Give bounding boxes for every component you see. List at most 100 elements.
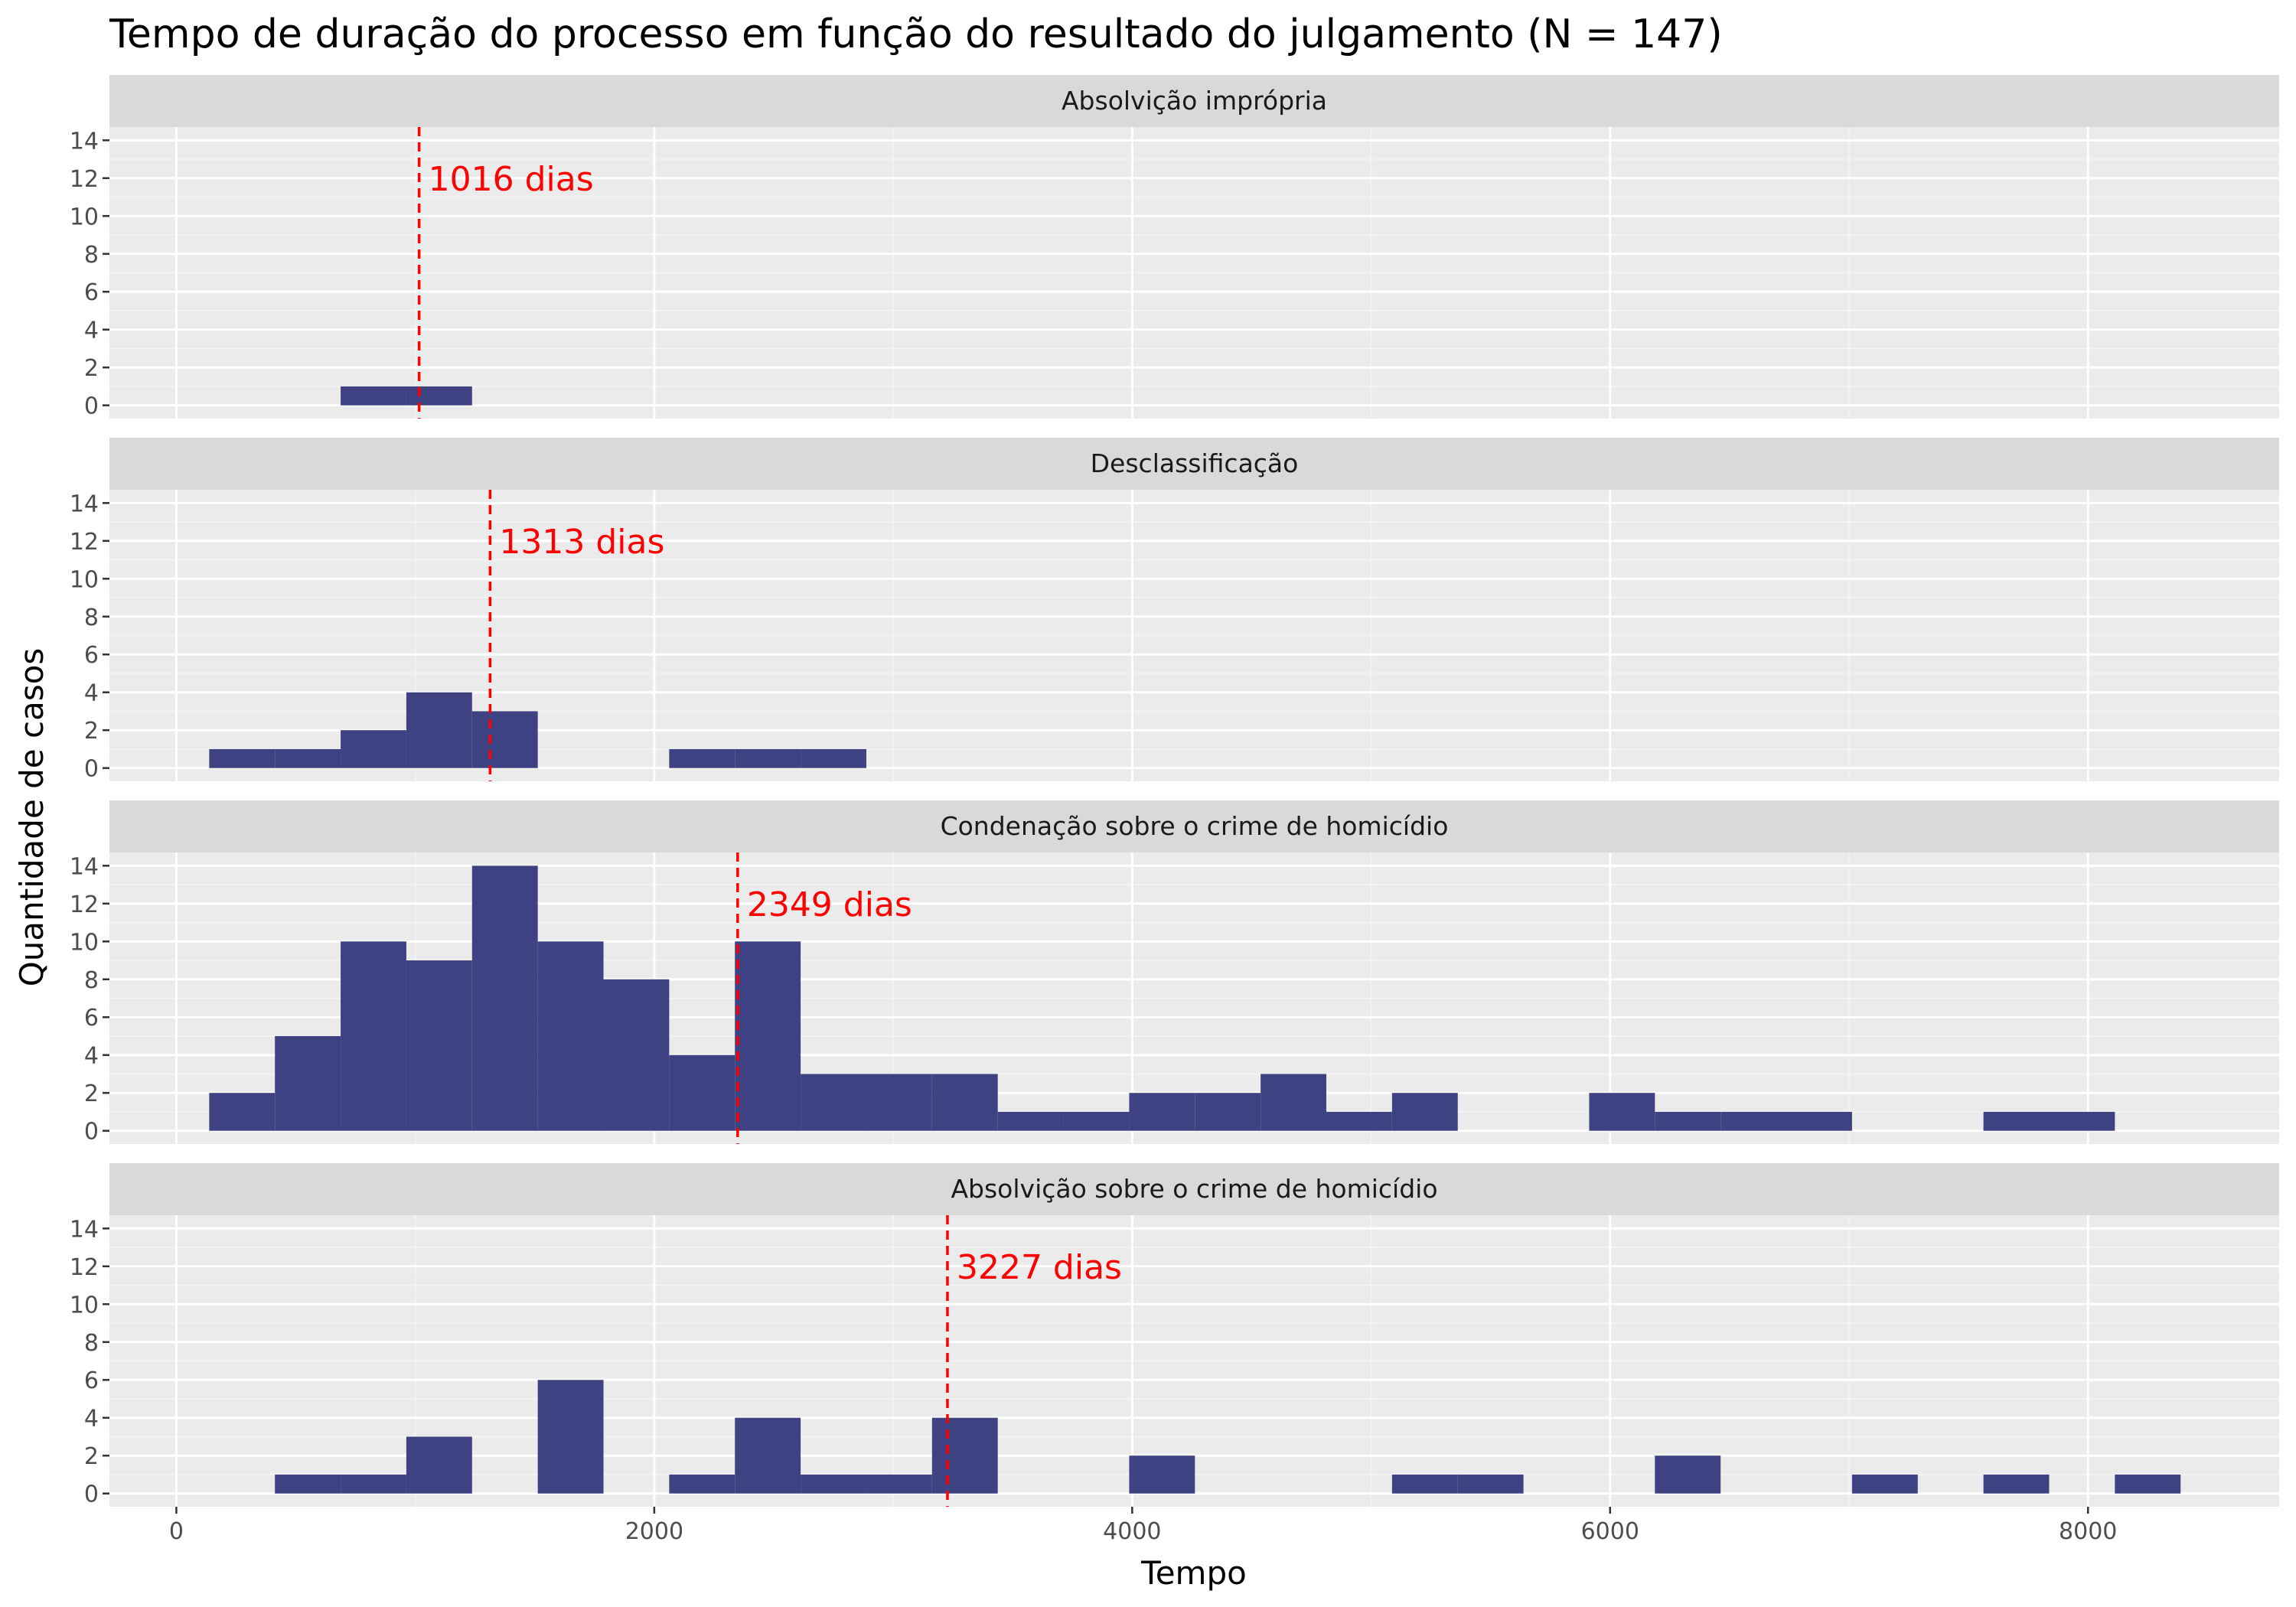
y-tick-label: 6 — [84, 642, 99, 669]
histogram-bar — [1589, 1093, 1655, 1131]
x-tick-label: 8000 — [2059, 1518, 2117, 1545]
y-tick-label: 10 — [70, 204, 99, 230]
y-tick-label: 10 — [70, 566, 99, 593]
y-tick-label: 0 — [84, 1482, 99, 1508]
histogram-bar — [275, 1035, 341, 1131]
histogram-bar — [1851, 1474, 1918, 1494]
y-tick-label: 2 — [84, 1443, 99, 1470]
histogram-bar — [1391, 1093, 1458, 1131]
y-tick-label: 0 — [84, 393, 99, 420]
y-tick-label: 6 — [84, 279, 99, 306]
y-tick-label: 8 — [84, 242, 99, 269]
y-tick-label: 6 — [84, 1005, 99, 1032]
histogram-bar — [1457, 1474, 1524, 1494]
histogram-bar — [1983, 1111, 2050, 1131]
x-tick-label: 0 — [169, 1518, 184, 1545]
y-tick-label: 4 — [84, 318, 99, 344]
histogram-bar — [801, 1474, 866, 1494]
y-tick-label: 12 — [70, 892, 99, 918]
y-tick-label: 8 — [84, 967, 99, 994]
y-tick-label: 2 — [84, 1081, 99, 1107]
facet-panel: Condenação sobre o crime de homicídio 0 2 4… — [70, 800, 2279, 1146]
histogram-bar — [1655, 1455, 1721, 1494]
histogram-bar — [1391, 1474, 1458, 1494]
median-label: 1016 dias — [429, 160, 594, 199]
facet-panel: Absolvição imprópria 0 2 4 6 8 10 12 14 1016 dias — [70, 75, 2279, 420]
facet-strip — [109, 438, 2279, 490]
histogram-bar — [801, 748, 866, 768]
x-tick-label: 2000 — [625, 1518, 683, 1545]
y-tick-label: 8 — [84, 1330, 99, 1357]
facet-strip-label: Condenação sobre o crime de homicídio — [941, 811, 1449, 841]
histogram-bar — [537, 941, 604, 1131]
histogram-bar — [1129, 1455, 1195, 1494]
y-tick-label: 6 — [84, 1367, 99, 1394]
histogram-bar — [1326, 1111, 1392, 1131]
facet-strip — [109, 1163, 2279, 1215]
histogram-bar — [669, 1474, 735, 1494]
histogram-bar — [735, 1417, 801, 1494]
facet-panels: Absolvição imprópria 0 2 4 6 8 10 12 14 1016 dias… — [70, 75, 2279, 1508]
histogram-bar — [406, 1436, 472, 1494]
histogram-bar — [735, 748, 801, 768]
facet-panel: Desclassificação 0 2 4 6 8 10 12 14 1313 dias — [70, 438, 2279, 783]
histogram-bar — [1655, 1111, 1721, 1131]
median-label: 1313 dias — [499, 523, 664, 562]
histogram-bar — [603, 979, 670, 1131]
histogram-bar — [2049, 1111, 2115, 1131]
histogram-bar — [931, 1074, 998, 1131]
facet-strip-label: Absolvição imprópria — [1062, 86, 1327, 116]
y-tick-label: 4 — [84, 1043, 99, 1070]
histogram-bar — [669, 1054, 735, 1131]
y-tick-label: 0 — [84, 756, 99, 783]
x-tick-label: 6000 — [1581, 1518, 1639, 1545]
histogram-bar — [735, 941, 801, 1131]
chart-title: Tempo de duração do processo em função d… — [109, 11, 1723, 57]
histogram-bar — [406, 386, 472, 406]
histogram-bar — [471, 865, 538, 1131]
histogram-bar — [1786, 1111, 1852, 1131]
y-tick-label: 14 — [70, 1216, 99, 1243]
median-label: 3227 dias — [957, 1248, 1122, 1287]
histogram-bar — [209, 748, 276, 768]
histogram-bar — [209, 1093, 276, 1131]
histogram-bar — [1063, 1111, 1130, 1131]
histogram-bar — [341, 941, 406, 1131]
y-tick-label: 8 — [84, 605, 99, 631]
median-label: 2349 dias — [747, 885, 912, 924]
histogram-bar — [1720, 1111, 1787, 1131]
y-tick-label: 2 — [84, 718, 99, 745]
histogram-bar — [341, 386, 406, 406]
histogram-bar — [275, 748, 341, 768]
facet-strip — [109, 75, 2279, 127]
histogram-bar — [1983, 1474, 2050, 1494]
facet-panel: Absolvição sobre o crime de homicídio 0 2 4… — [70, 1163, 2279, 1508]
histogram-bar — [866, 1474, 932, 1494]
y-tick-label: 4 — [84, 680, 99, 707]
y-tick-label: 0 — [84, 1119, 99, 1146]
facet-strip — [109, 800, 2279, 852]
histogram-bar — [1129, 1093, 1195, 1131]
y-tick-label: 12 — [70, 529, 99, 556]
x-tick-label: 4000 — [1103, 1518, 1161, 1545]
y-tick-label: 12 — [70, 1254, 99, 1281]
histogram-bar — [275, 1474, 341, 1494]
y-tick-label: 12 — [70, 166, 99, 193]
histogram-bar — [931, 1417, 998, 1494]
y-tick-label: 10 — [70, 1292, 99, 1319]
x-axis-title: Tempo — [1140, 1554, 1247, 1592]
histogram-bar — [801, 1074, 866, 1131]
histogram-bar — [341, 1474, 406, 1494]
histogram-bar — [341, 730, 406, 768]
histogram-bar — [1195, 1093, 1261, 1131]
histogram-bar — [669, 748, 735, 768]
histogram-bar — [406, 692, 472, 768]
facet-strip-label: Desclassificação — [1091, 448, 1299, 478]
histogram-bar — [1261, 1074, 1327, 1131]
y-axis-title: Quantidade de casos — [13, 648, 51, 987]
histogram-bar — [2115, 1474, 2181, 1494]
histogram-bar — [537, 1380, 604, 1494]
y-tick-label: 2 — [84, 355, 99, 382]
y-tick-label: 4 — [84, 1406, 99, 1433]
